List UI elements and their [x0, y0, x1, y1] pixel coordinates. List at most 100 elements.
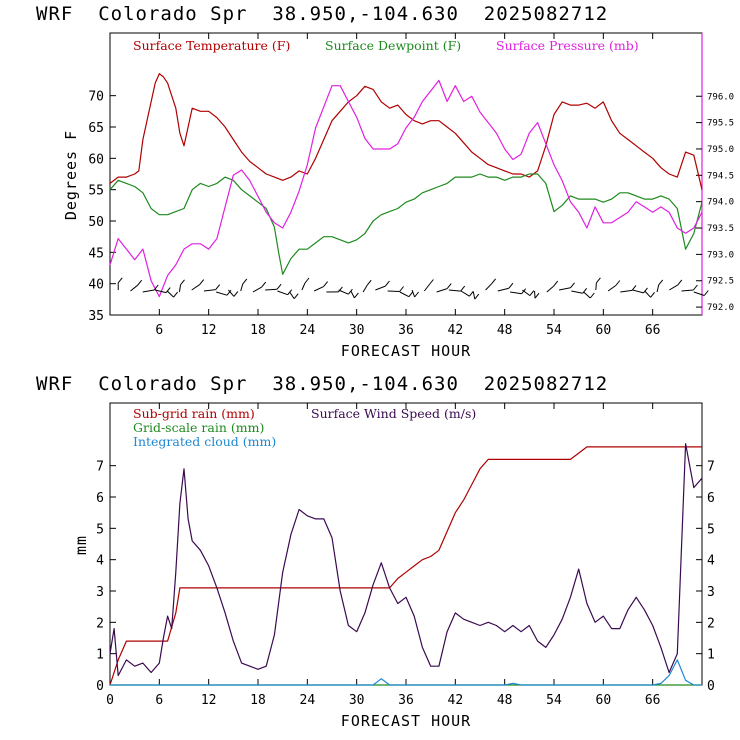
y-tick-label: 50	[88, 215, 104, 230]
y-tick-label: 1	[96, 648, 104, 663]
y-tick-label: 4	[96, 554, 104, 569]
x-tick-label: 6	[155, 323, 163, 338]
wind-barb	[656, 279, 664, 293]
series-line-surface-dewpoint-f	[109, 173, 703, 275]
x-tick-label: 54	[546, 693, 562, 708]
precip-chart: WRF Colorado Spr 38.950,-104.630 2025082…	[36, 373, 715, 730]
x-tick-label: 54	[546, 323, 562, 338]
x-tick-label: 12	[201, 323, 217, 338]
wind-barb	[142, 284, 159, 293]
wind-barb	[301, 277, 310, 291]
series-line-sub-grid-rain-mm	[109, 446, 702, 686]
wind-barbs	[117, 277, 709, 300]
wind-barb	[497, 282, 514, 292]
y2-tick-label: 793.5	[707, 224, 734, 234]
x-tick-label: 6	[155, 693, 163, 708]
y2-tick-label: 6	[707, 491, 715, 506]
y-tick-label: 60	[88, 152, 104, 167]
wind-barb	[669, 279, 683, 291]
wind-barb	[436, 283, 452, 293]
wind-barb	[289, 291, 299, 300]
x-tick-label: 42	[448, 323, 464, 338]
wind-barb	[387, 286, 404, 292]
y-tick-label: 65	[88, 121, 104, 136]
wind-barb	[228, 289, 239, 297]
wind-barb	[448, 285, 466, 292]
wind-barb	[166, 290, 178, 298]
x-tick-label: 30	[349, 323, 365, 338]
y2-tick-label: 796.0	[707, 92, 734, 102]
y-tick-label: 70	[88, 90, 104, 105]
y-tick-label: 35	[88, 309, 104, 324]
wind-barb	[583, 291, 595, 299]
x-tick-label: 48	[497, 693, 513, 708]
wind-barb	[375, 280, 390, 291]
legend-cloud: Integrated cloud (mm)	[133, 434, 276, 449]
y-axis-label: Degrees F	[62, 130, 80, 220]
chart-title: WRF Colorado Spr 38.950,-104.630 2025082…	[36, 373, 608, 395]
x-tick-label: 36	[398, 693, 414, 708]
x-tick-label: 24	[300, 693, 316, 708]
y-tick-label: 3	[96, 585, 104, 600]
wind-barb	[423, 279, 434, 292]
legend-grid-rain: Grid-scale rain (mm)	[133, 420, 264, 435]
y-tick-label: 0	[96, 679, 104, 694]
x-tick-label: 48	[497, 323, 513, 338]
x-tick-label: 66	[645, 323, 661, 338]
series-line-surface-pressure-mb	[109, 79, 703, 298]
wind-barb	[203, 284, 221, 292]
legend-temperature: Surface Temperature (F)	[133, 38, 290, 53]
legend-dewpoint: Surface Dewpoint (F)	[325, 38, 461, 53]
wind-barb	[338, 288, 353, 295]
x-tick-label: 24	[300, 323, 316, 338]
x-tick-label: 0	[106, 693, 114, 708]
y-axis-ticks: 0 1 2 3 4 5 6 7	[96, 460, 116, 694]
y-tick-label: 6	[96, 491, 104, 506]
wind-barb	[632, 287, 648, 294]
y-tick-label: 40	[88, 278, 104, 293]
legend: Surface Temperature (F) Surface Dewpoint…	[133, 38, 639, 53]
y2-tick-label: 0	[707, 679, 715, 694]
series-line-surface-temperature-f	[109, 73, 703, 190]
y-tick-label: 7	[96, 460, 104, 475]
wind-barb	[252, 281, 267, 293]
wind-barb	[117, 277, 123, 291]
wind-barb	[607, 280, 621, 292]
wind-barb	[693, 290, 709, 296]
wind-barb	[130, 279, 143, 292]
y-tick-label: 45	[88, 246, 104, 261]
y2-tick-label: 795.0	[707, 145, 734, 155]
y2-tick-label: 4	[707, 554, 715, 569]
y-tick-label: 55	[88, 184, 104, 199]
x-tick-label: 18	[250, 693, 266, 708]
wind-barb	[534, 290, 540, 299]
wind-barb	[326, 286, 343, 293]
x-axis-ticks: 6 12 18 24 30 36 42 48 54 60 66	[155, 33, 660, 338]
wind-barb	[595, 277, 601, 291]
wind-barb	[313, 281, 328, 292]
wind-barb	[362, 279, 372, 293]
wind-barb	[240, 278, 248, 292]
wind-barb	[522, 289, 535, 297]
x-tick-label: 18	[250, 323, 266, 338]
wind-barb	[154, 287, 171, 294]
x-tick-label: 36	[398, 323, 414, 338]
wind-barb	[485, 278, 496, 291]
legend-pressure: Surface Pressure (mb)	[496, 38, 639, 53]
y2-tick-label: 795.5	[707, 119, 734, 129]
wind-barb	[191, 279, 205, 291]
y2-tick-label: 794.5	[707, 171, 734, 181]
x-axis-ticks: 0 6 12 18 24 30 36 42 48 54 60 66	[106, 403, 660, 708]
wind-barb	[460, 290, 474, 297]
wind-barb	[681, 284, 698, 292]
wind-barb	[472, 291, 480, 300]
series-line-integrated-cloud-mm	[110, 659, 702, 686]
x-tick-label: 66	[645, 693, 661, 708]
y2-tick-label: 5	[707, 522, 715, 537]
x-tick-label: 30	[349, 693, 365, 708]
wind-barb	[350, 290, 359, 299]
chart-title: WRF Colorado Spr 38.950,-104.630 2025082…	[36, 3, 608, 25]
wind-barb	[399, 291, 414, 298]
x-tick-label: 60	[596, 323, 612, 338]
y2-tick-label: 3	[707, 585, 715, 600]
